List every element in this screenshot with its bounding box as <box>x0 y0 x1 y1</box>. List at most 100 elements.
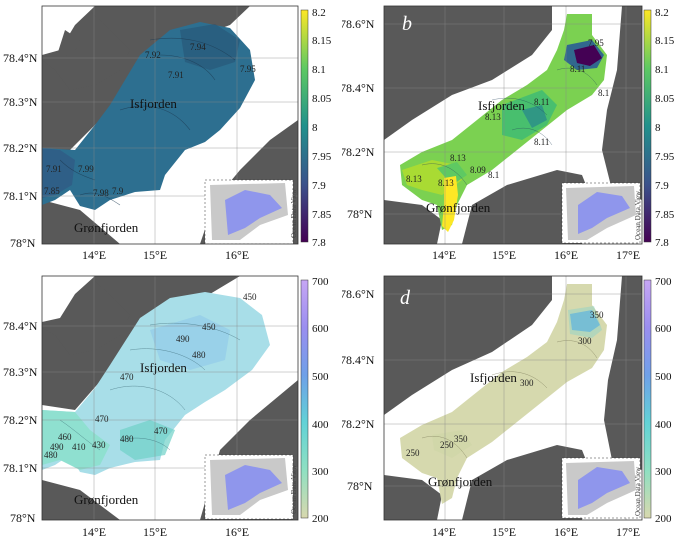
cb-tick-a-6: 7.9 <box>312 180 326 192</box>
inset-map-a <box>204 179 294 244</box>
cb-tick-d-2: 500 <box>655 371 672 383</box>
x-tick-b-0: 14°E <box>432 248 456 262</box>
x-tick-a-1: 15°E <box>143 248 167 262</box>
x-tick-d-3: 17°E <box>616 525 640 539</box>
x-tick-d-0: 14°E <box>432 525 456 539</box>
x-tick-a-0: 14°E <box>82 248 106 262</box>
cb-tick-b-2: 8.1 <box>655 64 669 76</box>
y-tick-c-1: 78.3°N <box>3 365 38 379</box>
y-tick-a-2: 78.2°N <box>3 141 38 155</box>
contour-label-b-6: 8.13 <box>450 153 466 163</box>
y-tick-c-0: 78.4°N <box>3 319 38 333</box>
y-tick-a-4: 78°N <box>10 236 36 250</box>
y-tick-a-3: 78.1°N <box>3 189 38 203</box>
colorbar-b: 8.2 8.15 8.1 8.05 8 7.95 7.9 7.85 7.8 <box>643 7 675 249</box>
place-isfjorden-a: Isfjorden <box>130 96 177 111</box>
contour-label-d-3: 250 <box>440 440 454 450</box>
panel-c: c Isfjorden Grønfjorden 450 490 480 470 … <box>3 275 329 539</box>
contour-label-b-9: 8.13 <box>406 174 422 184</box>
x-tick-b-2: 16°E <box>554 248 578 262</box>
watermark-d: Ocean Data View <box>634 466 642 516</box>
colorbar-c: 700 600 500 400 300 200 <box>300 276 329 525</box>
y-tick-d-0: 78.6°N <box>342 287 375 301</box>
cb-tick-d-4: 300 <box>655 466 672 478</box>
y-tick-b-3: 78°N <box>347 207 373 221</box>
contour-label-c-12: 470 <box>95 414 109 424</box>
cb-tick-a-3: 8.05 <box>312 93 332 105</box>
cb-tick-d-0: 700 <box>655 276 672 288</box>
place-gronfjorden-a: Grønfjorden <box>74 220 139 235</box>
contour-label-b-0: 7.95 <box>588 38 604 48</box>
cb-tick-a-8: 7.8 <box>312 237 326 249</box>
y-tick-b-1: 78.4°N <box>342 81 375 95</box>
cb-tick-b-3: 8.05 <box>655 93 675 105</box>
cb-tick-a-4: 8 <box>312 122 318 134</box>
panel-letter-c: c <box>50 283 59 305</box>
panel-a-watermark-layer: Ocean Data View <box>290 188 298 238</box>
contour-label-b-5: 8.11 <box>534 137 549 147</box>
place-isfjorden-c: Isfjorden <box>140 360 187 375</box>
y-tick-d-1: 78.4°N <box>342 353 375 367</box>
colorbar-a: 8.2 8.15 8.1 8.05 8 7.95 7.9 7.85 7.8 <box>300 7 332 249</box>
cb-tick-a-0: 8.2 <box>312 7 326 19</box>
x-tick-c-1: 15°E <box>143 525 167 539</box>
cb-tick-c-1: 600 <box>312 323 329 335</box>
cb-tick-d-3: 400 <box>655 419 672 431</box>
contour-label-c-6: 490 <box>50 442 64 452</box>
x-tick-a-2: 16°E <box>225 248 249 262</box>
contour-label-a-3: 7.95 <box>240 64 256 74</box>
watermark-b: Ocean Data View <box>634 190 642 240</box>
contour-label-b-1: 8.11 <box>570 64 585 74</box>
contour-label-a-1: 7.92 <box>145 50 161 60</box>
contour-label-a-8: 7.85 <box>44 186 60 196</box>
cb-tick-c-4: 300 <box>312 466 329 478</box>
contour-label-a-4: 7.91 <box>46 164 62 174</box>
x-tick-b-1: 15°E <box>492 248 516 262</box>
x-tick-c-0: 14°E <box>82 525 106 539</box>
y-tick-c-2: 78.2°N <box>3 413 38 427</box>
y-tick-c-3: 78.1°N <box>3 461 38 475</box>
contour-label-a-5: 7.99 <box>78 164 94 174</box>
panel-d: d Isfjorden Grønfjorden 350 300 300 250 … <box>342 275 672 539</box>
contour-label-d-1: 300 <box>578 336 592 346</box>
watermark-a: Ocean Data View <box>290 188 298 238</box>
x-tick-b-3: 17°E <box>616 248 640 262</box>
place-isfjorden-b: Isfjorden <box>478 98 525 113</box>
y-tick-b-2: 78.2°N <box>342 145 375 159</box>
cb-tick-b-7: 7.85 <box>655 209 675 221</box>
contour-label-d-4: 350 <box>454 434 468 444</box>
contour-label-c-3: 470 <box>120 372 134 382</box>
cb-tick-c-0: 700 <box>312 276 329 288</box>
cb-tick-c-2: 500 <box>312 371 329 383</box>
x-tick-d-1: 15°E <box>492 525 516 539</box>
cb-tick-a-5: 7.95 <box>312 151 332 163</box>
y-tick-a-1: 78.3°N <box>3 95 38 109</box>
panel-b: b Isfjorden Grønfjorden 7.95 8.11 8.1 8.… <box>342 5 675 262</box>
contour-label-b-2: 8.1 <box>598 88 609 98</box>
colorbar-d: 700 600 500 400 300 200 <box>643 276 672 525</box>
contour-label-b-3: 8.11 <box>534 97 549 107</box>
contour-label-a-7: 7.9 <box>112 186 124 196</box>
panel-letter-d: d <box>400 287 411 309</box>
contour-label-c-4: 450 <box>202 322 216 332</box>
watermark-c: Ocean Data View <box>290 464 298 514</box>
y-tick-a-0: 78.4°N <box>3 51 38 65</box>
place-gronfjorden-b: Grønfjorden <box>426 200 491 215</box>
y-tick-c-4: 78°N <box>10 511 36 525</box>
place-gronfjorden-c: Grønfjorden <box>74 492 139 507</box>
contour-label-c-0: 450 <box>243 292 257 302</box>
contour-label-c-7: 410 <box>72 442 86 452</box>
place-isfjorden-d: Isfjorden <box>470 370 517 385</box>
contour-label-b-4: 8.13 <box>485 112 501 122</box>
x-tick-c-2: 16°E <box>225 525 249 539</box>
cb-tick-b-0: 8.2 <box>655 7 669 19</box>
cb-tick-b-1: 8.15 <box>655 35 675 47</box>
panel-a: a Isfjorden Grønfjorden 7.94 7.92 7.91 7… <box>3 5 332 262</box>
cb-tick-b-5: 7.95 <box>655 151 675 163</box>
inset-map-d <box>561 457 641 519</box>
cb-tick-b-6: 7.9 <box>655 180 669 192</box>
contour-label-a-2: 7.91 <box>168 70 184 80</box>
contour-label-b-7: 8.09 <box>470 165 486 175</box>
contour-label-c-1: 490 <box>176 334 190 344</box>
